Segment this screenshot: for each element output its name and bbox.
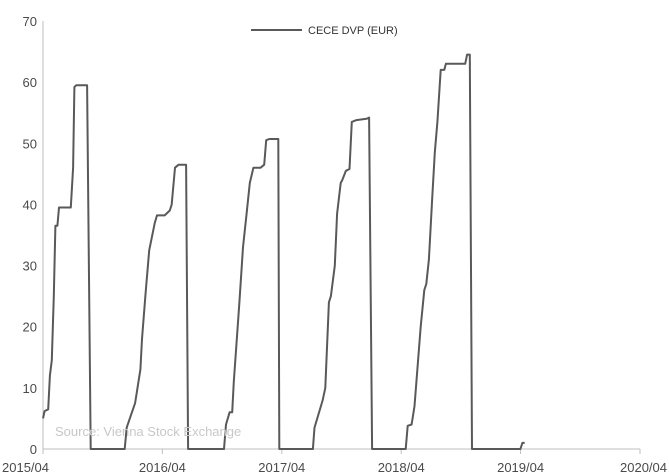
- y-tick-label: 30: [23, 259, 37, 274]
- x-tick-label: 2020/04: [620, 460, 667, 475]
- y-tick-label: 0: [30, 442, 37, 457]
- x-tick-label: 2015/04: [2, 460, 49, 475]
- x-tick-label: 2018/04: [378, 460, 425, 475]
- x-tick-label: 2016/04: [139, 460, 186, 475]
- y-tick-label: 70: [23, 14, 37, 29]
- y-axis-tick-labels: 0 10 20 30 40 50 60 70: [23, 14, 37, 457]
- y-tick-label: 50: [23, 136, 37, 151]
- legend: CECE DVP (EUR): [251, 25, 398, 37]
- series-line-cece-dvp: [42, 53, 525, 450]
- x-tick-label: 2019/04: [497, 460, 544, 475]
- y-tick-label: 10: [23, 381, 37, 396]
- legend-label: CECE DVP (EUR): [308, 25, 398, 37]
- source-note: Source: Vienna Stock Exchange: [55, 424, 241, 439]
- y-tick-label: 20: [23, 320, 37, 335]
- y-tick-label: 40: [23, 197, 37, 212]
- x-tick-label: 2017/04: [258, 460, 305, 475]
- y-tick-label: 60: [23, 75, 37, 90]
- x-axis-ticks: 2015/04 2016/04 2017/04 2018/04 2019/04 2020/…: [2, 449, 667, 475]
